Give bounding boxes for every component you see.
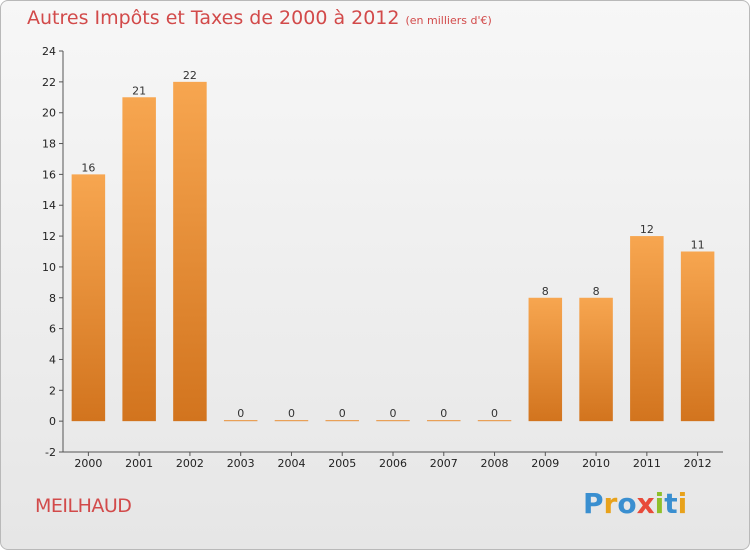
x-tick-label: 2001 <box>125 457 153 470</box>
y-tick-label: 24 <box>42 45 56 58</box>
y-tick-label: 12 <box>42 230 56 243</box>
bar-2004 <box>274 420 309 422</box>
logo-letter: i <box>654 487 665 520</box>
data-label-2009: 8 <box>542 285 549 298</box>
y-tick-label: -2 <box>45 446 56 459</box>
bars <box>71 81 715 422</box>
x-tick-label: 2000 <box>74 457 102 470</box>
data-label-2008: 0 <box>491 407 498 420</box>
bar-2007 <box>427 420 461 422</box>
data-labels: 16 21 22 0 0 0 0 0 0 8 8 12 11 <box>81 69 704 420</box>
x-tick-label: 2003 <box>227 457 255 470</box>
chart-subtitle: (en milliers d'€) <box>405 14 492 27</box>
data-label-2001: 21 <box>132 84 146 97</box>
x-tick-label: 2007 <box>430 457 458 470</box>
y-tick-label: 10 <box>42 261 56 274</box>
x-tick-label: 2012 <box>684 457 712 470</box>
data-label-2007: 0 <box>440 407 447 420</box>
bar-2012 <box>680 251 715 422</box>
data-label-2010: 8 <box>593 285 600 298</box>
logo-letter: P <box>583 487 604 520</box>
y-tick-label: 4 <box>49 353 56 366</box>
x-tick-label: 2002 <box>176 457 204 470</box>
data-label-2012: 11 <box>691 239 705 252</box>
logo-letter: t <box>664 487 678 520</box>
logo-letter: i <box>677 487 688 520</box>
bar-2011 <box>630 236 664 422</box>
x-tick-label: 2008 <box>481 457 509 470</box>
logo-letter: o <box>617 487 637 520</box>
chart-title: Autres Impôts et Taxes de 2000 à 2012 (en… <box>27 7 492 29</box>
logo-letter: r <box>603 487 618 520</box>
x-tick-label: 2004 <box>277 457 305 470</box>
data-label-2000: 16 <box>81 161 95 174</box>
data-label-2006: 0 <box>390 407 397 420</box>
bar-2009 <box>528 297 563 422</box>
data-label-2003: 0 <box>237 407 244 420</box>
bar-2002 <box>173 81 207 422</box>
x-tick-label: 2010 <box>582 457 610 470</box>
y-tick-label: 22 <box>42 76 56 89</box>
proxiti-logo: Proxiti <box>583 487 687 520</box>
logo-letter: x <box>636 487 655 520</box>
y-tick-label: 20 <box>42 107 56 120</box>
y-tick-label: 6 <box>49 323 56 336</box>
bar-2000 <box>71 174 106 422</box>
bar-2006 <box>376 420 410 422</box>
commune-name: MEILHAUD <box>35 495 132 517</box>
x-tick-label: 2006 <box>379 457 407 470</box>
data-label-2005: 0 <box>339 407 346 420</box>
bar-2003 <box>223 420 258 422</box>
x-tick-label: 2005 <box>328 457 356 470</box>
bar-2008 <box>477 420 512 422</box>
data-label-2004: 0 <box>288 407 295 420</box>
x-tick-label: 2009 <box>531 457 559 470</box>
x-tick-label: 2011 <box>633 457 661 470</box>
data-label-2011: 12 <box>640 223 654 236</box>
chart-title-text: Autres Impôts et Taxes de 2000 à 2012 <box>27 7 400 29</box>
bar-2010 <box>579 297 613 422</box>
y-tick-label: 16 <box>42 168 56 181</box>
y-tick-label: 0 <box>49 415 56 428</box>
y-tick-label: 18 <box>42 138 56 151</box>
y-tick-label: 8 <box>49 292 56 305</box>
bar-2005 <box>325 420 359 422</box>
y-tick-label: 14 <box>42 199 56 212</box>
data-label-2002: 22 <box>183 69 197 82</box>
bar-2001 <box>122 97 156 422</box>
y-tick-label: 2 <box>49 384 56 397</box>
